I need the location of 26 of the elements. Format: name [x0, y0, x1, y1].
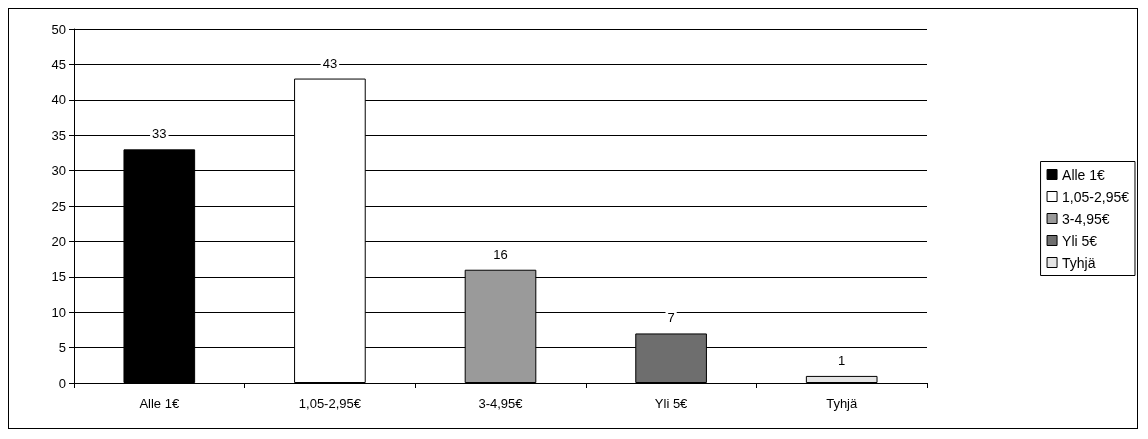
- y-tick-label: 0: [58, 375, 66, 391]
- y-tick-label: 25: [51, 198, 66, 214]
- legend-label: Alle 1€: [1062, 166, 1106, 183]
- y-tick-label: 45: [51, 56, 66, 72]
- y-tick-label: 30: [51, 163, 66, 179]
- data-label: 7: [667, 310, 675, 326]
- legend-label: Yli 5€: [1062, 232, 1098, 249]
- data-label: 43: [322, 55, 338, 71]
- x-tick-label: Alle 1€: [139, 396, 180, 411]
- x-tick-label: 3-4,95€: [478, 396, 524, 411]
- y-tick-label: 35: [51, 127, 66, 143]
- data-label: 1: [838, 352, 846, 368]
- legend-label: 3-4,95€: [1062, 210, 1110, 227]
- y-tick-label: 20: [51, 233, 66, 249]
- y-tick-label: 10: [51, 304, 66, 320]
- data-label: 33: [152, 126, 167, 142]
- y-tick-label: 40: [51, 92, 66, 108]
- y-tick-label: 5: [58, 340, 66, 356]
- x-tick-label: 1,05-2,95€: [298, 396, 362, 411]
- x-tick-label: Tyhjä: [826, 396, 858, 411]
- x-tick-label: Yli 5€: [654, 396, 689, 411]
- data-label: 16: [493, 246, 508, 262]
- legend-label: Tyhjä: [1062, 254, 1096, 271]
- y-tick-label: 50: [51, 21, 66, 37]
- y-tick-label: 15: [51, 269, 66, 285]
- legend-label: 1,05-2,95€: [1062, 188, 1130, 205]
